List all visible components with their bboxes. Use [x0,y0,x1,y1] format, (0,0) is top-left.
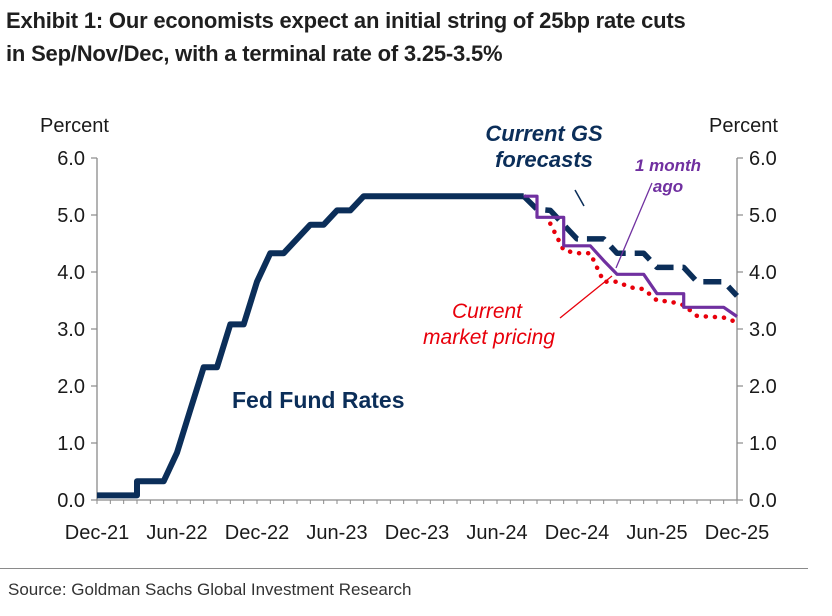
gs-forecast-label-line1: Current GS [485,121,603,146]
y-tick-label-right: 3.0 [749,319,777,341]
y-tick-label-right: 5.0 [749,205,777,227]
series-line-fed-funds [97,193,524,499]
y-tick-label-right: 2.0 [749,376,777,398]
gs-forecast-label-line2: forecasts [495,147,593,172]
market-pricing-leader [559,275,613,319]
x-tick-label: Jun-24 [466,522,527,544]
chart-axes: 0.0 0.0 1.0 1.0 2.0 2.0 3.0 3.0 4.0 4.0 5.0 5.0 6.0 6… [40,115,778,544]
y-tick-label-left: 3.0 [57,319,85,341]
source-note: Source: Goldman Sachs Global Investment … [8,580,412,599]
source-divider [0,568,808,569]
chart-series [97,193,740,499]
y-tick-label-left: 1.0 [57,433,85,455]
x-tick-label: Jun-22 [146,522,207,544]
y-tick-label-right: 0.0 [749,490,777,512]
y-tick-label-left: 0.0 [57,490,85,512]
market-pricing-label-line2: market pricing [423,326,555,349]
y-tick-label-right: 1.0 [749,433,777,455]
y-tick-label-left: 6.0 [57,148,85,170]
x-tick-label: Jun-25 [626,522,687,544]
market-pricing-label-line1: Current [452,300,523,323]
x-tick-label: Dec-21 [65,522,129,544]
x-tick-label: Jun-23 [306,522,367,544]
gs-forecast-leader [574,189,585,207]
x-tick-label: Dec-23 [385,522,449,544]
y-tick-label-left: 5.0 [57,205,85,227]
y-tick-label-left: 4.0 [57,262,85,284]
one-month-label-line1: 1 month [635,156,701,175]
y-tick-label-right: 6.0 [749,148,777,170]
series-line-one-month-ago [523,194,738,318]
x-tick-label: Dec-22 [225,522,289,544]
chart-title-line2: in Sep/Nov/Dec, with a terminal rate of … [6,41,503,66]
x-tick-label: Dec-25 [705,522,769,544]
y-tick-label-left: 2.0 [57,376,85,398]
fed-funds-label: Fed Fund Rates [232,387,405,413]
series-line-market-pricing [548,221,740,325]
y-tick-label-right: 4.0 [749,262,777,284]
x-tick-label: Dec-24 [545,522,609,544]
chart-title: Exhibit 1: Our economists expect an init… [6,4,826,70]
chart-title-line1: Exhibit 1: Our economists expect an init… [6,8,686,33]
y-axis-title-left: Percent [40,115,109,137]
one-month-leader [615,182,653,269]
series-line-gs-forecast [521,194,740,298]
one-month-label-line2: ago [653,177,683,196]
y-axis-title-right: Percent [709,115,778,137]
